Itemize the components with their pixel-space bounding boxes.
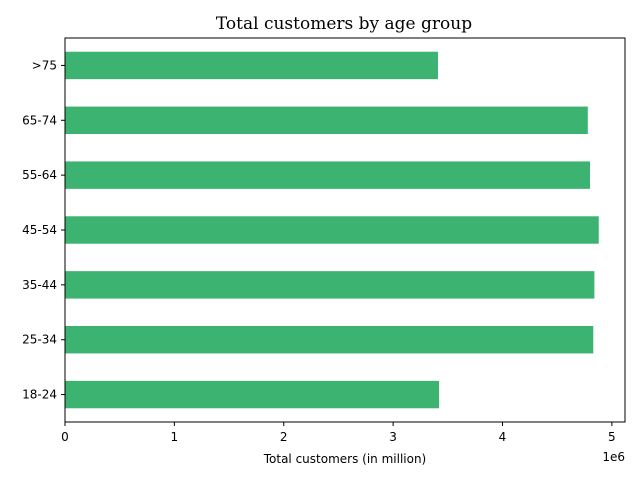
- plot-frame: [64, 37, 626, 423]
- x-axis-offset-label: 1e6: [602, 450, 625, 464]
- y-tick-label: 25-34: [22, 333, 57, 347]
- x-tick-label: 2: [280, 430, 288, 444]
- bars-group: [65, 51, 599, 409]
- x-tick-label: 0: [61, 430, 69, 444]
- x-axis-ticks: 0 1 2 3 4 5: [61, 422, 616, 444]
- bar-25-34: [65, 326, 594, 354]
- bar-45-54: [65, 216, 599, 244]
- y-tick-label: 45-54: [22, 223, 57, 237]
- bar-55-64: [65, 161, 590, 189]
- y-axis-ticks: 18-24 25-34 35-44 45-54 55-64 65-74 >75: [22, 58, 65, 402]
- x-axis-label: Total customers (in million): [263, 452, 427, 466]
- bar-18-24: [65, 380, 440, 409]
- bar->75: [65, 51, 438, 80]
- bar-65-74: [65, 106, 588, 134]
- x-tick-label: 1: [171, 430, 179, 444]
- x-tick-label: 5: [608, 430, 616, 444]
- y-tick-label: 55-64: [22, 168, 57, 182]
- y-tick-label: 18-24: [22, 388, 57, 402]
- bar-35-44: [65, 271, 595, 299]
- chart-title: Total customers by age group: [216, 14, 472, 34]
- x-tick-label: 4: [499, 430, 507, 444]
- x-tick-label: 3: [389, 430, 397, 444]
- y-tick-label: >75: [32, 58, 57, 72]
- y-tick-label: 65-74: [22, 113, 57, 127]
- y-tick-label: 35-44: [22, 278, 57, 292]
